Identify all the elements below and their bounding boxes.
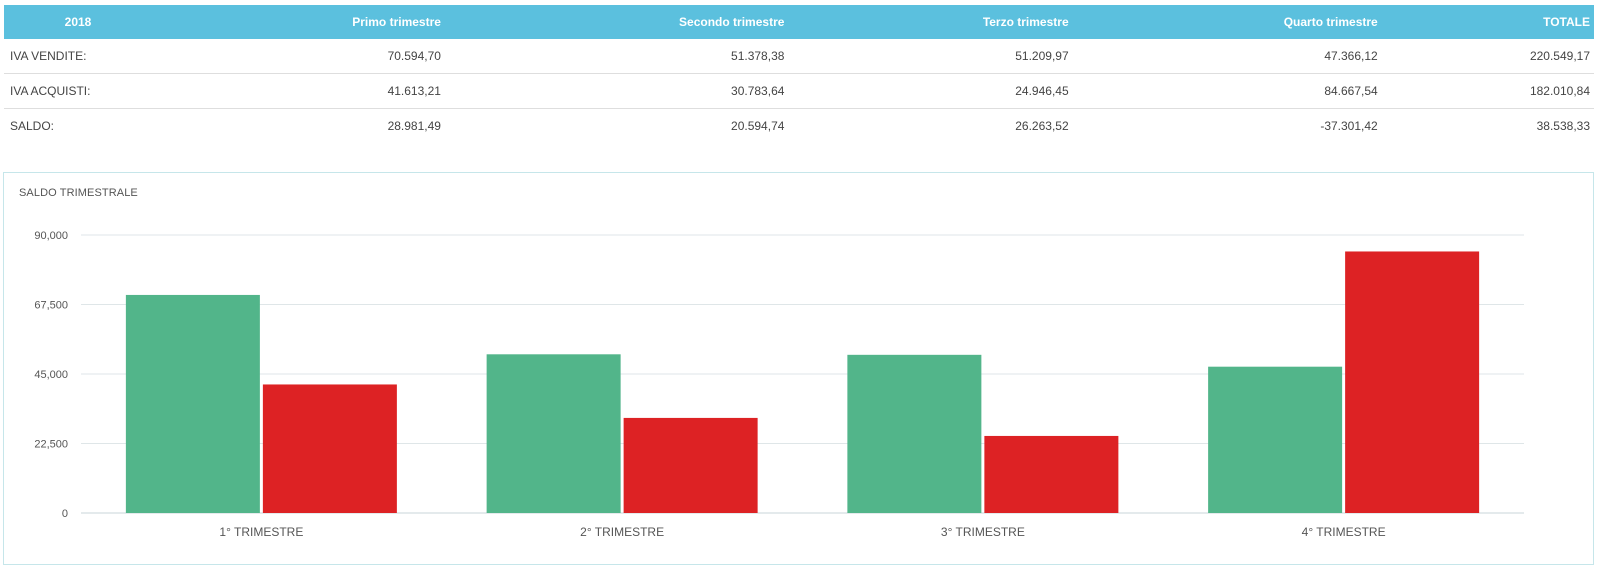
table-cell: 70.594,70: [152, 39, 445, 74]
bar: [125, 294, 260, 513]
table-cell: 26.263,52: [1015, 119, 1069, 133]
x-tick-label: 4° TRIMESTRE: [1302, 525, 1386, 539]
table-header-row: 2018 Primo trimestre Secondo trimestre T…: [4, 5, 1594, 39]
table-cell: 28.981,49: [387, 119, 441, 133]
table-cell: 30.783,64: [444, 73, 789, 109]
table-row-saldo: SALDO: 28.981,49 20.594,74 26.263,52 -37…: [4, 109, 1594, 144]
bar: [623, 417, 758, 513]
column-header-year: 2018: [4, 5, 152, 39]
column-header-q1: Primo trimestre: [152, 5, 445, 39]
column-header-q4: Quarto trimestre: [1072, 5, 1382, 39]
table-cell: 51.378,38: [444, 39, 789, 74]
x-tick-label: 3° TRIMESTRE: [941, 525, 1025, 539]
row-label: IVA VENDITE:: [4, 39, 152, 74]
table-cell: 47.366,12: [1072, 39, 1382, 74]
table-row-iva-acquisti: IVA ACQUISTI: 41.613,21 30.783,64 24.946…: [4, 73, 1594, 109]
table-cell: 41.613,21: [152, 73, 445, 109]
column-header-q2: Secondo trimestre: [444, 5, 789, 39]
x-tick-label: 2° TRIMESTRE: [580, 525, 664, 539]
y-tick-label: 22,500: [34, 439, 68, 451]
table-cell: 84.667,54: [1072, 73, 1382, 109]
y-tick-label: 67,500: [34, 300, 68, 312]
y-tick-label: 90,000: [34, 230, 68, 242]
y-tick-label: 0: [62, 508, 68, 520]
table-cell-total: 38.538,33: [1536, 119, 1590, 133]
bar: [1345, 251, 1480, 513]
x-tick-label: 1° TRIMESTRE: [219, 525, 303, 539]
chart-title: SALDO TRIMESTRALE: [19, 187, 138, 199]
row-label: IVA ACQUISTI:: [4, 73, 152, 109]
bar: [262, 384, 397, 513]
table-cell: 51.209,97: [788, 39, 1073, 74]
row-label: SALDO:: [10, 119, 55, 133]
bar: [847, 354, 982, 513]
table-cell: -37.301,42: [1320, 119, 1378, 133]
table-row-iva-vendite: IVA VENDITE: 70.594,70 51.378,38 51.209,…: [4, 39, 1594, 74]
column-header-q3: Terzo trimestre: [788, 5, 1073, 39]
table-cell: 20.594,74: [731, 119, 785, 133]
y-tick-label: 45,000: [34, 369, 68, 381]
table-cell-total: 220.549,17: [1381, 39, 1594, 74]
bar: [1208, 366, 1343, 513]
column-header-total: TOTALE: [1381, 5, 1594, 39]
bar: [984, 435, 1119, 513]
vat-summary-table: 2018 Primo trimestre Secondo trimestre T…: [4, 5, 1594, 143]
bar: [486, 354, 621, 513]
table-cell-total: 182.010,84: [1381, 73, 1594, 109]
chart-panel: SALDO TRIMESTRALE 0 22,500 45,000 67,500 90,…: [3, 172, 1594, 565]
bar-chart: 0 22,500 45,000 67,500 90,000 1° TRIMESTRE 2° …: [34, 230, 1524, 539]
table-cell: 24.946,45: [788, 73, 1073, 109]
